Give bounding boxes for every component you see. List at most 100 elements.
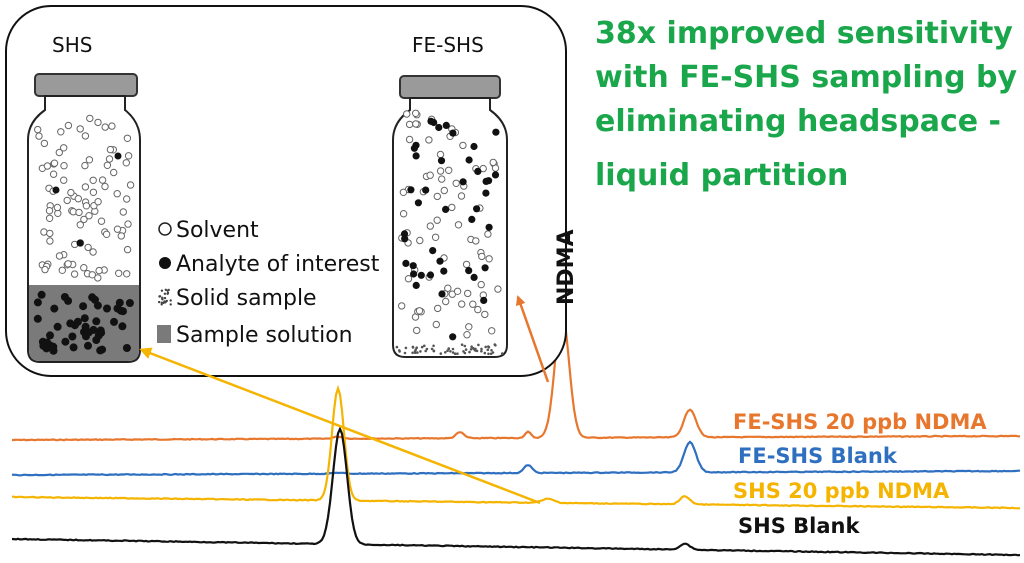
solid-sample-grain	[430, 347, 434, 351]
solid-sample-grain	[493, 343, 497, 346]
analyte-particle	[81, 322, 90, 331]
solvent-particle	[458, 300, 466, 308]
headline-line-1: 38x improved sensitivity	[595, 16, 1013, 51]
solvent-particle	[438, 175, 446, 183]
solid-sample-grain	[403, 351, 407, 355]
solvent-particle	[45, 207, 54, 215]
solid-sample-grain	[404, 346, 408, 350]
solvent-particle	[398, 302, 406, 310]
solvent-particle	[440, 186, 448, 195]
solid-sample-grain	[484, 345, 488, 349]
solvent-particle	[472, 237, 480, 245]
solvent-particle	[117, 232, 126, 240]
solvent-particle	[124, 220, 132, 228]
analyte-particle	[118, 322, 127, 331]
shs-sample-solution	[29, 285, 139, 361]
solid-sample-grain	[447, 347, 451, 351]
solvent-particle	[86, 114, 94, 123]
solvent-particle	[113, 190, 121, 198]
trace-line-2	[12, 384, 1021, 510]
solvent-particle	[119, 208, 128, 216]
analyte-particle	[46, 331, 54, 340]
solvent-particle	[108, 122, 116, 130]
solid-sample-grain	[398, 350, 401, 353]
analyte-particle	[33, 314, 42, 323]
solvent-particle	[431, 233, 440, 242]
solvent-particle	[452, 179, 460, 188]
solvent-particle	[453, 287, 462, 295]
analyte-particle	[491, 171, 500, 179]
fe-shs-vial	[392, 75, 508, 358]
solvent-particle	[115, 269, 123, 277]
solid-sample-grain	[164, 288, 167, 291]
headline: 38x improved sensitivity with FE-SHS sam…	[595, 16, 1017, 193]
analyte-particle	[407, 186, 415, 194]
legend-solution: Sample solution	[176, 323, 353, 348]
solvent-particle	[80, 215, 88, 224]
solvent-particle	[463, 331, 471, 339]
trace-label-shs-20ppb: SHS 20 ppb NDMA	[733, 479, 950, 503]
solvent-particle	[469, 300, 477, 308]
solvent-particle	[103, 161, 112, 170]
analyte-particle	[43, 338, 52, 347]
solvent-particle	[405, 135, 414, 144]
solid-sample-grain	[451, 351, 455, 354]
solid-sample-grain	[416, 351, 419, 354]
solvent-particle	[426, 171, 434, 179]
analyte-particle	[470, 273, 478, 281]
solvent-particle	[81, 183, 90, 191]
solid-sample-grain	[472, 347, 475, 350]
solvent-particle	[35, 132, 43, 140]
solvent-particle	[34, 125, 42, 134]
solvent-particle	[58, 266, 66, 274]
solvent-particle	[46, 237, 54, 245]
solvent-particle	[434, 304, 442, 313]
analyte-particle	[465, 156, 473, 164]
solvent-particle	[75, 208, 83, 217]
solvent-particle	[89, 248, 97, 256]
analyte-particle	[61, 337, 70, 346]
solid-sample-grain	[449, 350, 452, 353]
solid-sample-grain	[166, 292, 169, 295]
legend-solid: Solid sample	[176, 286, 317, 311]
analyte-particle	[76, 239, 84, 247]
analyte-particle	[119, 307, 127, 316]
solvent-particle	[485, 255, 493, 263]
analyte-particle	[459, 178, 467, 186]
solid-sample-grain	[158, 295, 162, 298]
solid-sample-grain	[432, 344, 435, 348]
solid-sample-grain	[166, 289, 169, 292]
solvent-particle	[462, 260, 471, 269]
analyte-particle	[417, 271, 425, 279]
trace-line-3	[11, 426, 1021, 557]
solvent-particle	[481, 310, 489, 319]
solvent-particle	[76, 221, 85, 229]
analyte-particle	[465, 267, 473, 275]
solvent-particle	[89, 176, 97, 185]
solvent-particle	[113, 225, 122, 233]
fe-shs-particles	[395, 109, 504, 356]
solid-sample-grain	[475, 349, 479, 353]
solvent-particle	[43, 162, 52, 170]
solid-sample-grain	[500, 352, 504, 355]
solvent-particle	[123, 270, 131, 278]
analyte-particle	[84, 341, 92, 350]
shs-vial	[27, 73, 141, 363]
solid-sample-grain	[411, 351, 414, 355]
analyte-particle	[410, 144, 418, 152]
solvent-particle	[124, 152, 133, 160]
analyte-particle	[402, 259, 410, 267]
solid-sample-legend-icon	[157, 288, 172, 306]
analyte-particle	[37, 290, 46, 299]
solvent-particle	[94, 118, 102, 127]
solvent-particle	[105, 155, 114, 163]
solid-sample-grain	[439, 352, 443, 355]
shs-particles	[33, 114, 135, 355]
solvent-particle	[60, 162, 68, 170]
solid-sample-grain	[487, 352, 490, 356]
analyte-particle	[94, 331, 103, 340]
solid-sample-grain	[423, 344, 426, 348]
solid-sample-grain	[487, 345, 490, 348]
solid-sample-grain	[477, 343, 480, 347]
solid-sample-grain	[490, 349, 493, 352]
